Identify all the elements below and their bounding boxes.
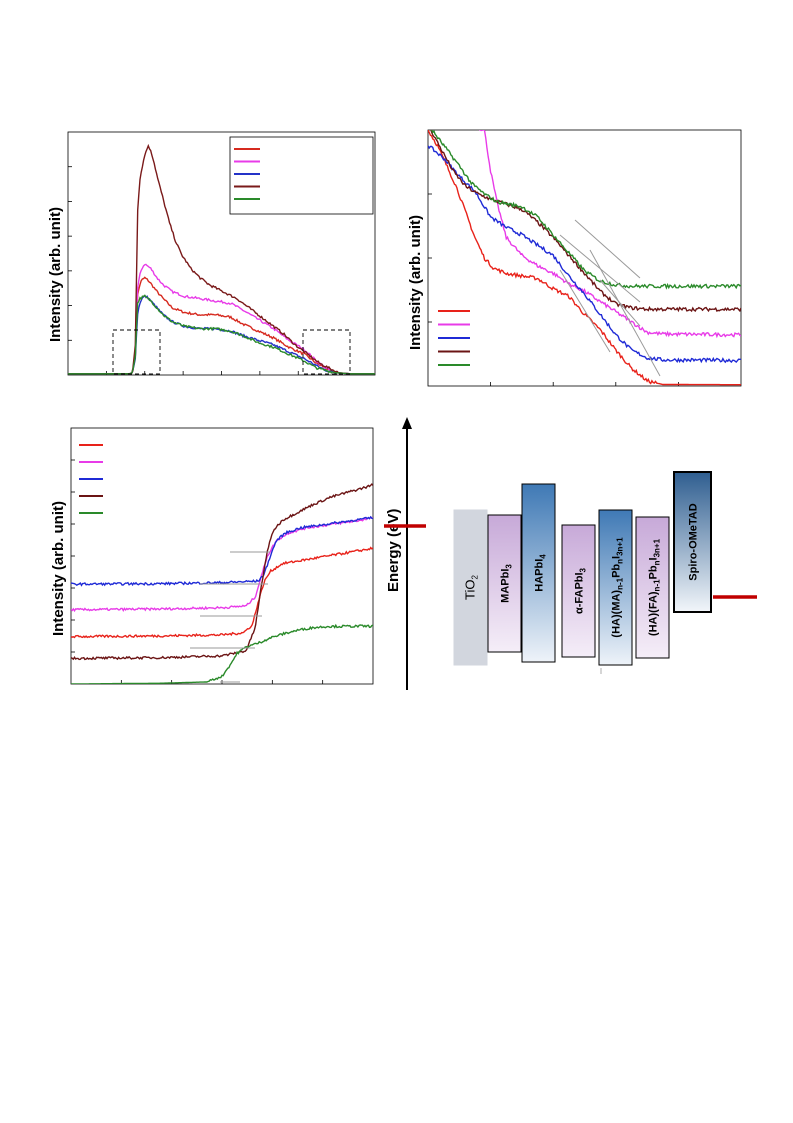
- ticks: [428, 193, 679, 386]
- panel-cutoff: Intensity (arb. unit): [407, 129, 742, 387]
- energy-bar-label-4: α-FAPbI3: [574, 567, 588, 614]
- series-line-2: [477, 130, 741, 339]
- series-line-1: [68, 276, 375, 375]
- fit-line: [589, 249, 661, 377]
- energy-bar-2: [487, 514, 522, 653]
- series-line-4: [430, 130, 741, 313]
- series-lines: [71, 483, 373, 684]
- energy-bar-5: [598, 509, 633, 666]
- energy-bar-3: [521, 483, 556, 663]
- energy-bar-1: [453, 509, 488, 666]
- energy-bar-7: [673, 471, 712, 613]
- panel-ups-full: Intensity (arb. unit): [47, 131, 376, 376]
- series-line-4: [71, 483, 373, 661]
- series-lines: [428, 130, 741, 386]
- energy-bar-label-5: (HA)(MA)n-1PbnI3n+1: [611, 537, 625, 638]
- energy-bar-label-3: HAPbI4: [534, 554, 548, 592]
- plot-frame: [427, 129, 742, 387]
- series-line-2: [71, 516, 373, 613]
- legend: [234, 148, 260, 200]
- fit-line: [599, 279, 641, 327]
- legend: [438, 310, 470, 366]
- zoom-region-right: [302, 329, 351, 375]
- energy-bars: TiO2 MAPbI3 HAPbI4 α-FAPbI3 (HA)(MA)n-1PbnI3…: [453, 471, 712, 666]
- y-axis-label: Intensity (arb. unit): [47, 207, 64, 342]
- series-line-3: [71, 515, 373, 587]
- series-lines: [68, 143, 375, 375]
- fit-line: [559, 269, 611, 353]
- energy-bar-label-7: Spiro-OMeTAD: [688, 503, 700, 580]
- y-axis-label: Intensity (arb. unit): [50, 501, 67, 636]
- energy-axis-label: Energy (eV): [385, 509, 402, 592]
- series-line-5: [71, 623, 373, 684]
- energy-bar-6: [635, 516, 670, 659]
- ticks: [71, 459, 324, 684]
- series-line-1: [428, 130, 741, 386]
- series-line-3: [428, 145, 741, 364]
- energy-axis-arrow-icon: [402, 417, 412, 429]
- fit-line: [559, 234, 641, 303]
- series-line-5: [68, 294, 375, 375]
- panel-energy-diagram: Energy (eV) TiO2 MAPbI3 HAPbI4 α-FAPbI3 (HA)…: [384, 417, 757, 690]
- series-line-1: [71, 546, 373, 639]
- series-line-5: [430, 130, 741, 290]
- series-line-3: [68, 294, 375, 375]
- legend: [79, 444, 103, 514]
- energy-bar-label-1: TiO2: [463, 574, 480, 599]
- energy-bar-label-2: MAPbI3: [500, 564, 514, 603]
- fit-line: [574, 219, 641, 279]
- energy-bar-label-6: (HA)(FA)n-1PbnI3n+1: [648, 538, 662, 636]
- zoom-region-left: [112, 329, 161, 375]
- y-axis-label: Intensity (arb. unit): [407, 215, 424, 350]
- series-line-2: [68, 263, 375, 375]
- panel-onset: Intensity (arb. unit): [50, 427, 374, 685]
- energy-bar-4: [561, 524, 596, 658]
